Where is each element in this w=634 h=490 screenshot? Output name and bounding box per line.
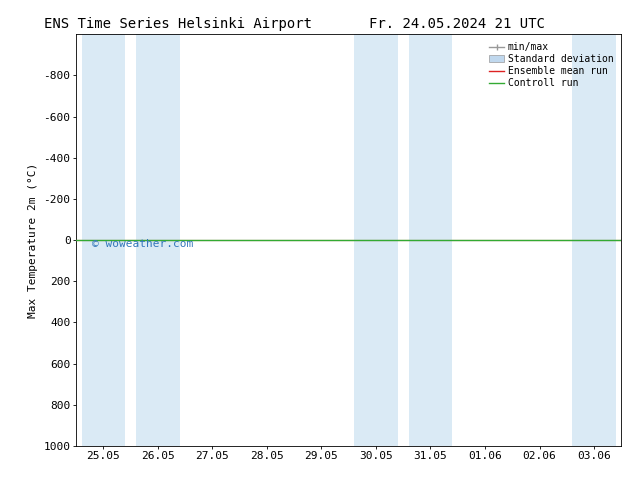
Text: © woweather.com: © woweather.com xyxy=(93,239,194,249)
Bar xyxy=(136,34,179,446)
Y-axis label: Max Temperature 2m (°C): Max Temperature 2m (°C) xyxy=(28,163,38,318)
Text: ENS Time Series Helsinki Airport: ENS Time Series Helsinki Airport xyxy=(44,17,311,31)
Legend: min/max, Standard deviation, Ensemble mean run, Controll run: min/max, Standard deviation, Ensemble me… xyxy=(486,39,616,91)
Bar xyxy=(573,34,616,446)
Bar xyxy=(354,34,398,446)
Bar xyxy=(409,34,452,446)
Text: Fr. 24.05.2024 21 UTC: Fr. 24.05.2024 21 UTC xyxy=(368,17,545,31)
Bar xyxy=(82,34,125,446)
